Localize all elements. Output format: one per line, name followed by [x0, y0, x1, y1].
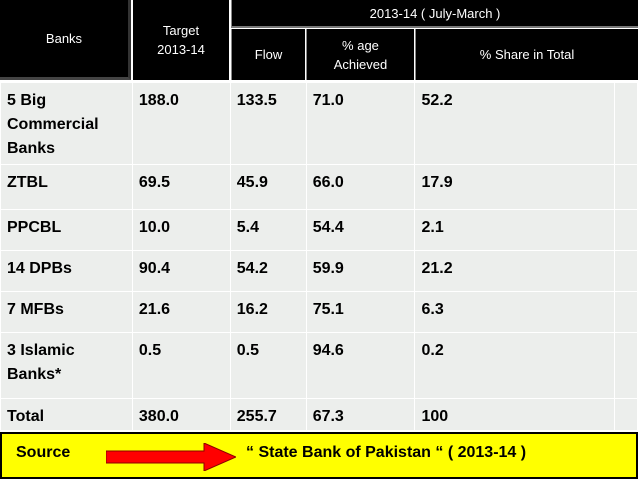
table-row: Total 380.0 255.7 67.3 100 [0, 398, 638, 431]
header-share: % Share in Total [415, 29, 638, 80]
empty-cell [614, 291, 638, 333]
bank-name-line: Commercial [7, 116, 99, 133]
header-achieved-line1: % age [342, 37, 379, 53]
header-banks: Banks [0, 0, 131, 80]
header-achieved-line2: Achieved [333, 56, 388, 72]
bank-name-cell: PPCBL [0, 209, 133, 251]
table-row: 14 DPBs 90.4 54.2 59.9 21.2 [0, 250, 638, 292]
empty-cell [614, 164, 638, 210]
bank-name-line: 7 MFBs [7, 301, 64, 318]
bank-name-line: 3 Islamic [7, 342, 75, 359]
target-cell: 380.0 [131, 398, 231, 431]
right-arrow-icon [106, 443, 236, 471]
achieved-cell: 54.4 [305, 209, 416, 251]
flow-cell: 45.9 [229, 164, 307, 210]
table-row: 5 Big Commercial Banks 188.0 133.5 71.0 52.2 [0, 82, 638, 165]
flow-cell: 16.2 [229, 291, 307, 333]
share-cell: 2.1 [414, 209, 615, 251]
achieved-cell: 66.0 [305, 164, 416, 210]
target-cell: 21.6 [131, 291, 231, 333]
empty-cell [614, 82, 638, 165]
empty-cell [614, 250, 638, 292]
target-cell: 188.0 [131, 82, 231, 165]
empty-cell [614, 398, 638, 431]
header-banks-label: Banks [45, 31, 83, 46]
bank-name-cell: 14 DPBs [0, 250, 133, 292]
bank-name-cell: Total [0, 398, 133, 431]
header-flow-label: Flow [254, 47, 283, 62]
target-cell: 69.5 [131, 164, 231, 210]
achieved-cell: 71.0 [305, 82, 416, 165]
header-flow: Flow [231, 29, 305, 80]
table-row: ZTBL 69.5 45.9 66.0 17.9 [0, 164, 638, 210]
share-cell: 21.2 [414, 250, 615, 292]
table-row: 7 MFBs 21.6 16.2 75.1 6.3 [0, 291, 638, 333]
bank-name-line: Total [7, 408, 45, 425]
table-row: PPCBL 10.0 5.4 54.4 2.1 [0, 209, 638, 251]
empty-cell [614, 209, 638, 251]
flow-cell: 54.2 [229, 250, 307, 292]
achieved-cell: 67.3 [305, 398, 416, 431]
flow-cell: 133.5 [229, 82, 307, 165]
flow-cell: 255.7 [229, 398, 307, 431]
bank-name-cell: 7 MFBs [0, 291, 133, 333]
flow-cell: 0.5 [229, 332, 307, 399]
flow-cell: 5.4 [229, 209, 307, 251]
header-share-label: % Share in Total [479, 47, 575, 62]
share-cell: 17.9 [414, 164, 615, 210]
bank-name-line: PPCBL [7, 219, 62, 236]
bank-name-cell: 3 Islamic Banks* [0, 332, 133, 399]
achieved-cell: 94.6 [305, 332, 416, 399]
header-period: 2013-14 ( July-March ) [231, 0, 638, 28]
target-cell: 0.5 [131, 332, 231, 399]
empty-cell [614, 332, 638, 399]
achieved-cell: 59.9 [305, 250, 416, 292]
header-target: Target 2013-14 [133, 0, 229, 80]
data-table: 5 Big Commercial Banks 188.0 133.5 71.0 52.2 ZT… [0, 82, 638, 431]
header-target-line1: Target [162, 23, 200, 38]
achieved-cell: 75.1 [305, 291, 416, 333]
source-text: “ State Bank of Pakistan “ ( 2013-14 ) [246, 444, 527, 461]
table-row: 3 Islamic Banks* 0.5 0.5 94.6 0.2 [0, 332, 638, 399]
header-achieved: % age Achieved [306, 29, 414, 80]
bank-name-cell: ZTBL [0, 164, 133, 210]
bank-name-line: 14 DPBs [7, 260, 72, 277]
bank-name-cell: 5 Big Commercial Banks [0, 82, 133, 165]
bank-name-line: Banks [7, 140, 56, 157]
share-cell: 52.2 [414, 82, 615, 165]
target-cell: 10.0 [131, 209, 231, 251]
share-cell: 100 [414, 398, 615, 431]
source-bar: Source “ State Bank of Pakistan “ ( 2013… [0, 432, 638, 479]
header-period-label: 2013-14 ( July-March ) [369, 5, 501, 21]
share-cell: 6.3 [414, 291, 615, 333]
bank-name-line: Banks* [7, 366, 62, 383]
header-target-line2: 2013-14 [157, 42, 205, 57]
target-cell: 90.4 [131, 250, 231, 292]
source-label: Source [16, 444, 71, 461]
bank-name-line: ZTBL [7, 174, 48, 191]
bank-name-line: 5 Big [7, 92, 47, 109]
share-cell: 0.2 [414, 332, 615, 399]
